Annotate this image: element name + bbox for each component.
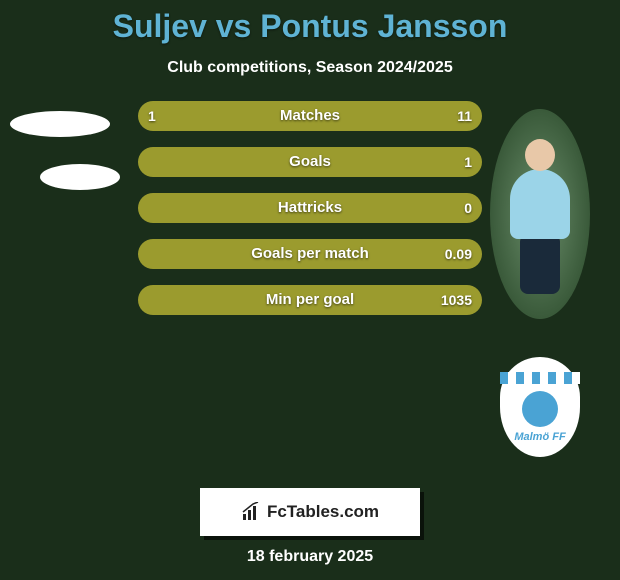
club-name: Malmö FF bbox=[500, 431, 580, 443]
club-stripes bbox=[500, 372, 580, 384]
stat-label: Goals per match bbox=[138, 239, 482, 269]
chart-icon bbox=[241, 502, 261, 522]
player-right-photo bbox=[490, 109, 590, 319]
comparison-body: 1 Matches 11 Goals 1 Hattricks 0 Goals p… bbox=[0, 101, 620, 441]
player-left-placeholder-1 bbox=[10, 111, 110, 137]
stat-right-value: 1 bbox=[464, 147, 472, 177]
comparison-title: Suljev vs Pontus Jansson bbox=[0, 0, 620, 45]
stat-bar-matches: 1 Matches 11 bbox=[138, 101, 482, 131]
stat-bar-goals: Goals 1 bbox=[138, 147, 482, 177]
brand-text: FcTables.com bbox=[267, 502, 379, 522]
player-head bbox=[525, 139, 555, 171]
player-legs bbox=[520, 234, 560, 294]
stat-bars: 1 Matches 11 Goals 1 Hattricks 0 Goals p… bbox=[138, 101, 482, 331]
club-ball-icon bbox=[522, 391, 558, 427]
stat-right-value: 1035 bbox=[441, 285, 472, 315]
stat-label: Hattricks bbox=[138, 193, 482, 223]
stat-right-value: 0 bbox=[464, 193, 472, 223]
club-logo: Malmö FF bbox=[490, 357, 590, 477]
player-left-placeholder-2 bbox=[40, 164, 120, 190]
player-jersey bbox=[510, 169, 570, 239]
stat-label: Matches bbox=[138, 101, 482, 131]
stat-bar-min-per-goal: Min per goal 1035 bbox=[138, 285, 482, 315]
stat-label: Min per goal bbox=[138, 285, 482, 315]
stat-right-value: 0.09 bbox=[445, 239, 472, 269]
publish-date: 18 february 2025 bbox=[0, 548, 620, 566]
stat-label: Goals bbox=[138, 147, 482, 177]
comparison-subtitle: Club competitions, Season 2024/2025 bbox=[0, 59, 620, 77]
stat-bar-goals-per-match: Goals per match 0.09 bbox=[138, 239, 482, 269]
stat-bar-hattricks: Hattricks 0 bbox=[138, 193, 482, 223]
stat-right-value: 11 bbox=[457, 101, 472, 131]
brand-box: FcTables.com bbox=[200, 488, 420, 536]
